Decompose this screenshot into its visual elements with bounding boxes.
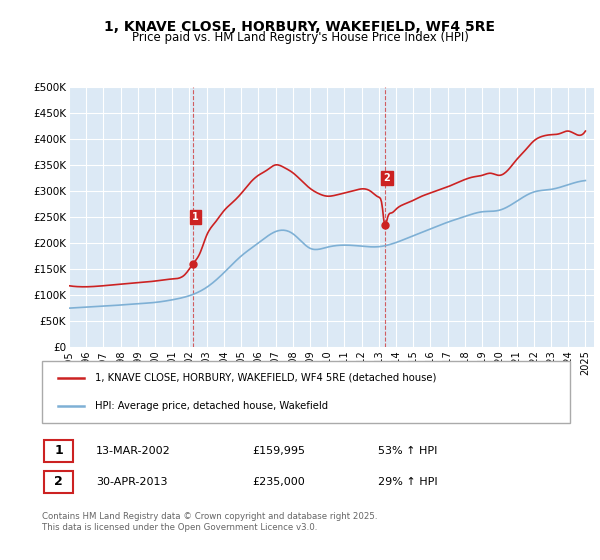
FancyBboxPatch shape bbox=[44, 440, 73, 462]
Text: 1: 1 bbox=[192, 212, 199, 222]
Text: 2: 2 bbox=[54, 475, 63, 488]
Text: 13-MAR-2002: 13-MAR-2002 bbox=[96, 446, 171, 456]
Text: 1, KNAVE CLOSE, HORBURY, WAKEFIELD, WF4 5RE (detached house): 1, KNAVE CLOSE, HORBURY, WAKEFIELD, WF4 … bbox=[95, 373, 436, 383]
Text: £235,000: £235,000 bbox=[252, 477, 305, 487]
Text: Price paid vs. HM Land Registry's House Price Index (HPI): Price paid vs. HM Land Registry's House … bbox=[131, 31, 469, 44]
Text: £159,995: £159,995 bbox=[252, 446, 305, 456]
Text: 29% ↑ HPI: 29% ↑ HPI bbox=[378, 477, 437, 487]
FancyBboxPatch shape bbox=[42, 361, 570, 423]
Text: 30-APR-2013: 30-APR-2013 bbox=[96, 477, 167, 487]
Text: 1: 1 bbox=[54, 444, 63, 458]
Text: Contains HM Land Registry data © Crown copyright and database right 2025.
This d: Contains HM Land Registry data © Crown c… bbox=[42, 512, 377, 532]
Text: 2: 2 bbox=[384, 173, 391, 183]
Text: 1, KNAVE CLOSE, HORBURY, WAKEFIELD, WF4 5RE: 1, KNAVE CLOSE, HORBURY, WAKEFIELD, WF4 … bbox=[104, 20, 496, 34]
Text: HPI: Average price, detached house, Wakefield: HPI: Average price, detached house, Wake… bbox=[95, 401, 328, 411]
FancyBboxPatch shape bbox=[44, 470, 73, 493]
Text: 53% ↑ HPI: 53% ↑ HPI bbox=[378, 446, 437, 456]
